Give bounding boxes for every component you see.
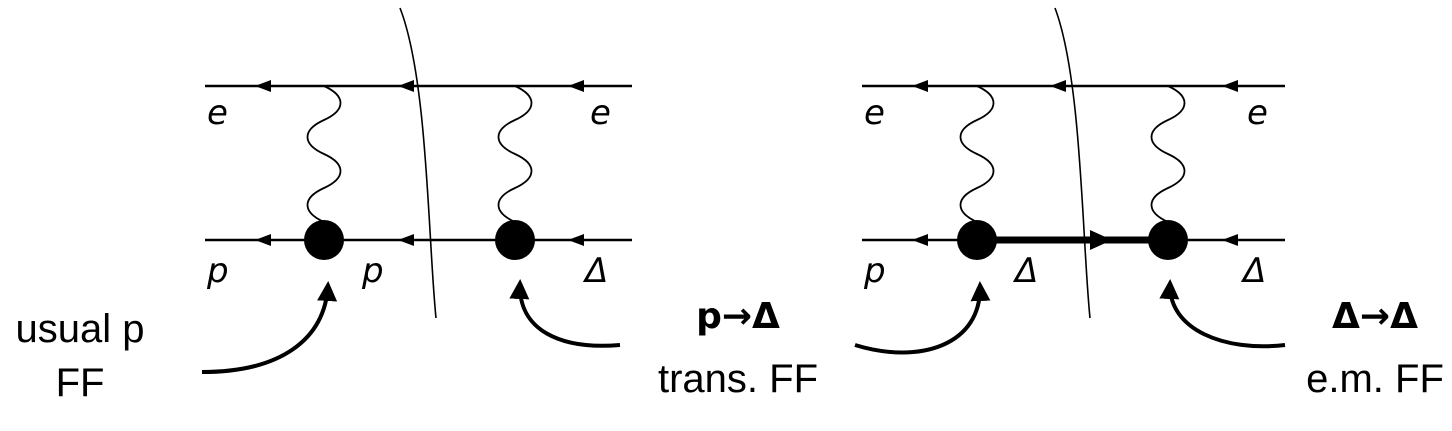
right-hadron-arrow-3 bbox=[1222, 234, 1238, 246]
left-electron-arrow-2 bbox=[398, 80, 414, 92]
left-label-delta-out: Δ bbox=[582, 251, 608, 291]
annotation-em-line1: Δ→Δ bbox=[1332, 296, 1418, 337]
right-electron-arrow-3 bbox=[1222, 80, 1238, 92]
left-electron-arrow-3 bbox=[568, 80, 584, 92]
left-label-e-in: e bbox=[207, 93, 228, 133]
right-diagram: e e p Δ Δ bbox=[854, 7, 1286, 355]
right-label-e-out: e bbox=[1247, 93, 1268, 133]
left-electron-arrow-1 bbox=[255, 80, 271, 92]
left-label-p-mid: p bbox=[361, 251, 384, 291]
right-label-delta-mid: Δ bbox=[1012, 251, 1038, 291]
right-pointer-arrow-2 bbox=[1159, 279, 1286, 349]
left-hadron-arrow-1 bbox=[255, 234, 271, 246]
annotation-usual-p-line2: FF bbox=[56, 361, 105, 405]
annotation-em-line2: e.m. FF bbox=[1306, 357, 1444, 401]
right-hadron-arrow-2 bbox=[1090, 230, 1112, 250]
left-pointer-arrow-2 bbox=[509, 279, 621, 348]
right-electron-arrow-2 bbox=[1050, 80, 1066, 92]
left-vertex-2 bbox=[495, 220, 535, 260]
right-cut-line bbox=[1054, 7, 1091, 319]
left-hadron-arrow-2 bbox=[398, 234, 414, 246]
left-photon-2 bbox=[497, 85, 533, 223]
right-label-e-in: e bbox=[864, 93, 885, 133]
right-pointer-arrow-1 bbox=[854, 281, 991, 355]
right-photon-1 bbox=[959, 85, 995, 223]
right-electron-arrow-1 bbox=[912, 80, 928, 92]
right-hadron-arrow-1 bbox=[912, 234, 928, 246]
left-label-p-in: p bbox=[206, 251, 229, 291]
annotation-trans-line2: trans. FF bbox=[658, 357, 818, 401]
left-hadron-arrow-3 bbox=[568, 234, 584, 246]
annotation-trans-line1: p→Δ bbox=[696, 296, 780, 337]
annotations: usual p FF p→Δ trans. FF Δ→Δ e.m. FF bbox=[16, 296, 1444, 405]
left-cut-line bbox=[399, 7, 437, 319]
annotation-usual-p-line1: usual p bbox=[16, 307, 145, 351]
left-pointer-arrow-1 bbox=[201, 281, 338, 374]
left-vertex-1 bbox=[304, 220, 344, 260]
left-label-e-out: e bbox=[590, 93, 611, 133]
right-label-delta-out: Δ bbox=[1240, 251, 1266, 291]
left-photon-1 bbox=[306, 85, 342, 223]
right-photon-2 bbox=[1150, 85, 1186, 223]
right-label-p-in: p bbox=[863, 251, 886, 291]
right-vertex-1 bbox=[957, 220, 997, 260]
left-diagram: e e p p Δ bbox=[201, 7, 632, 374]
right-vertex-2 bbox=[1148, 220, 1188, 260]
